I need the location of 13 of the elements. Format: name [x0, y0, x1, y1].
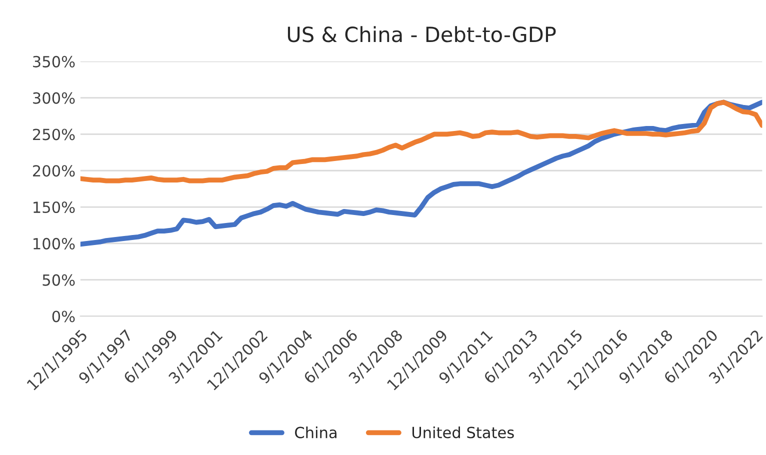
- chart-title: US & China - Debt-to-GDP: [288, 26, 556, 42]
- y-tick-label: 200%: [33, 165, 75, 177]
- y-tick-label: 0%: [52, 310, 75, 322]
- line-series: [80, 100, 762, 247]
- y-tick-label: 50%: [42, 274, 75, 286]
- y-tick-label: 350%: [33, 56, 75, 68]
- line-series: [80, 100, 762, 184]
- y-tick-label: 150%: [34, 201, 75, 214]
- y-tick-label: 300%: [33, 92, 75, 104]
- y-tick-label: 100%: [34, 238, 75, 250]
- legend-label: United States: [412, 426, 514, 438]
- y-tick-label: 250%: [33, 128, 75, 140]
- legend-label: China: [295, 426, 336, 438]
